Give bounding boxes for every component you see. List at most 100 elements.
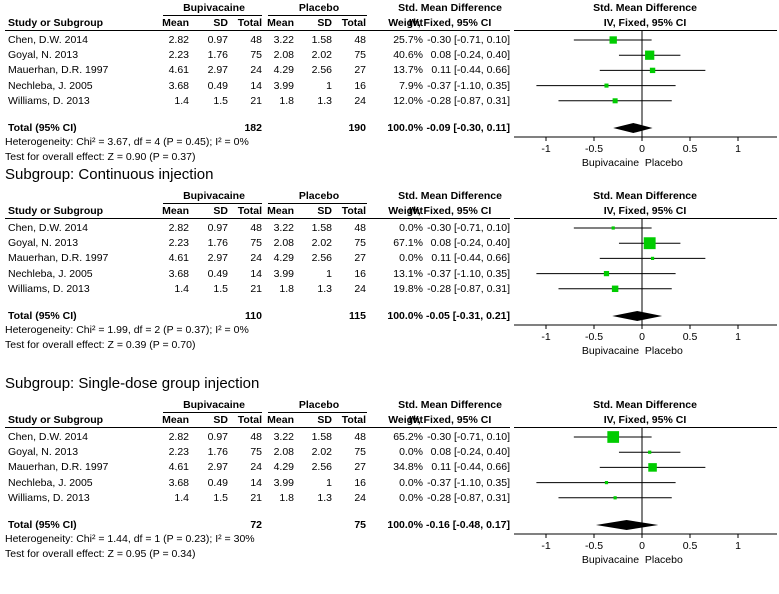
method-header: IV, Fixed, 95% CI xyxy=(408,17,492,29)
overall-effect-text: Test for overall effect: Z = 0.95 (P = 0… xyxy=(5,548,196,560)
pooled-diamond xyxy=(595,520,659,530)
x-tick-label: 1 xyxy=(735,143,741,155)
panel-subtitle: Subgroup: Single-dose group injection xyxy=(5,375,260,392)
method-header: IV, Fixed, 95% CI xyxy=(408,205,492,217)
group2-header: Placebo xyxy=(298,399,340,411)
sd1-cell: 1.5 xyxy=(213,491,228,504)
mean1-cell: 3.68 xyxy=(168,79,189,92)
effect-marker xyxy=(611,226,615,230)
x-tick-label: -1 xyxy=(541,331,550,343)
mean2-cell: 1.8 xyxy=(279,282,294,295)
sd2-cell: 1.58 xyxy=(311,431,332,443)
study-name: Mauerhan, D.R. 1997 xyxy=(8,252,109,265)
mean1-cell: 1.4 xyxy=(174,491,189,504)
favours-left-label: Bupivacaine xyxy=(582,157,639,169)
effect-marker xyxy=(650,256,655,260)
total2-cell: 24 xyxy=(354,94,366,107)
group2-header: Placebo xyxy=(298,2,340,14)
mean1-header: Mean xyxy=(162,205,189,217)
smd-header: Std. Mean Difference xyxy=(398,190,502,202)
sd2-header: SD xyxy=(317,205,332,217)
ci-cell: -0.28 [-0.87, 0.31] xyxy=(427,94,510,107)
total1-cell: 14 xyxy=(250,79,262,92)
sd1-header: SD xyxy=(213,205,228,217)
total-label: Total (95% CI) xyxy=(8,122,77,134)
sd2-cell: 1 xyxy=(326,267,332,280)
plot-header-rule xyxy=(514,30,777,31)
favours-right-label: Placebo xyxy=(645,157,683,169)
sd2-header: SD xyxy=(317,414,332,426)
overall-effect-text: Test for overall effect: Z = 0.39 (P = 0… xyxy=(5,339,196,351)
x-tick-label: -1 xyxy=(541,540,550,552)
plot-header-rule xyxy=(514,427,777,428)
mean1-cell: 2.23 xyxy=(168,446,189,459)
ci-cell: -0.37 [-1.10, 0.35] xyxy=(427,476,510,489)
weight-cell: 67.1% xyxy=(393,237,423,250)
mean1-cell: 2.82 xyxy=(168,222,189,234)
study-col-header: Study or Subgroup xyxy=(8,205,104,217)
total2-cell: 27 xyxy=(354,252,366,265)
smd-plot-header: Std. Mean Difference xyxy=(593,190,697,202)
ci-cell: -0.37 [-1.10, 0.35] xyxy=(427,79,510,92)
sd2-header: SD xyxy=(317,17,332,29)
mean2-cell: 3.22 xyxy=(273,431,294,443)
study-name: Mauerhan, D.R. 1997 xyxy=(8,64,109,77)
sd2-cell: 1.3 xyxy=(317,94,332,107)
mean2-cell: 4.29 xyxy=(273,461,294,474)
method-plot-header: IV, Fixed, 95% CI xyxy=(603,205,687,217)
x-tick-label: 0.5 xyxy=(683,331,698,343)
forest-plot-area: -1 -0.5 0 0.5 1 Bupivacaine Placebo xyxy=(514,428,777,566)
total1-cell: 72 xyxy=(250,519,262,531)
weight-cell: 65.2% xyxy=(393,431,423,443)
mean2-cell: 4.29 xyxy=(273,252,294,265)
study-name: Goyal, N. 2013 xyxy=(8,237,79,250)
total1-cell: 24 xyxy=(250,252,262,265)
weight-cell: 0.0% xyxy=(399,446,423,459)
weight-header: Weight xyxy=(388,17,423,29)
x-tick-label: -0.5 xyxy=(585,331,603,343)
table-header-rule xyxy=(5,427,510,428)
total1-cell: 48 xyxy=(250,222,262,234)
study-name: Nechleba, J. 2005 xyxy=(8,476,93,489)
mean1-cell: 1.4 xyxy=(174,94,189,107)
weight-cell: 19.8% xyxy=(393,282,423,295)
total1-cell: 14 xyxy=(250,476,262,489)
total1-cell: 75 xyxy=(250,49,262,62)
mean1-cell: 2.23 xyxy=(168,49,189,62)
weight-cell: 0.0% xyxy=(399,476,423,489)
effect-marker xyxy=(645,50,655,60)
ci-cell: -0.30 [-0.71, 0.10] xyxy=(427,222,510,234)
x-tick-label: -1 xyxy=(541,143,550,155)
weight-cell: 0.0% xyxy=(399,252,423,265)
study-name: Chen, D.W. 2014 xyxy=(8,34,88,46)
favours-left-label: Bupivacaine xyxy=(582,554,639,566)
pooled-diamond xyxy=(612,311,663,321)
group1-header: Bupivacaine xyxy=(183,399,245,411)
total-weight-cell: 100.0% xyxy=(387,519,423,531)
sd2-cell: 1 xyxy=(326,476,332,489)
sd2-cell: 1 xyxy=(326,79,332,92)
study-name: Williams, D. 2013 xyxy=(8,491,90,504)
total2-cell: 24 xyxy=(354,491,366,504)
total2-cell: 115 xyxy=(349,310,366,322)
sd1-cell: 1.76 xyxy=(207,446,228,459)
weight-header: Weight xyxy=(388,205,423,217)
x-tick-label: -0.5 xyxy=(585,540,603,552)
total1-header: Total xyxy=(237,414,262,426)
sd1-cell: 0.97 xyxy=(207,222,228,234)
total2-header: Total xyxy=(341,205,366,217)
total1-header: Total xyxy=(237,205,262,217)
sd1-cell: 0.49 xyxy=(207,79,228,92)
mean2-cell: 2.08 xyxy=(273,446,294,459)
group1-header: Bupivacaine xyxy=(183,190,245,202)
total2-cell: 75 xyxy=(354,519,366,531)
group1-underline xyxy=(163,15,262,16)
sd2-cell: 1.3 xyxy=(317,282,332,295)
ci-cell: -0.28 [-0.87, 0.31] xyxy=(427,282,510,295)
study-col-header: Study or Subgroup xyxy=(8,414,104,426)
weight-cell: 12.0% xyxy=(393,94,423,107)
ci-cell: -0.28 [-0.87, 0.31] xyxy=(427,491,510,504)
method-header: IV, Fixed, 95% CI xyxy=(408,414,492,426)
x-tick-label: 0.5 xyxy=(683,143,698,155)
favours-right-label: Placebo xyxy=(645,554,683,566)
